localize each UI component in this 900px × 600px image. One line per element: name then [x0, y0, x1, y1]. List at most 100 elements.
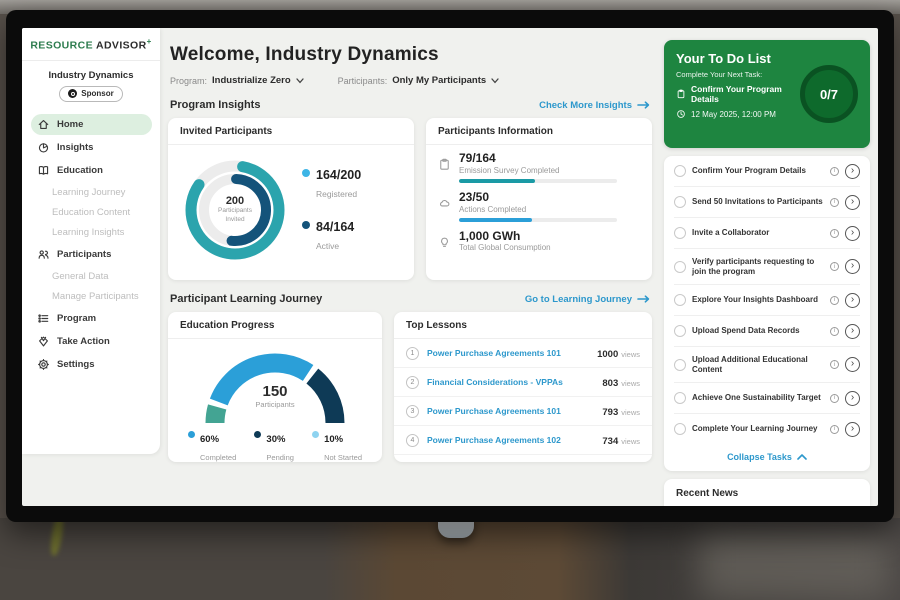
education-progress-card: Education Progress 150 Participants 60% …	[168, 312, 382, 462]
recent-news-title: Recent News	[664, 479, 870, 506]
sponsor-badge[interactable]: Sponsor	[59, 85, 123, 102]
task-chevron-button[interactable]: ›	[845, 421, 860, 437]
go-to-learning-journey-link[interactable]: Go to Learning Journey	[525, 294, 650, 305]
sidebar-item-program[interactable]: Program	[31, 308, 152, 329]
task-checkbox[interactable]	[674, 423, 686, 435]
pending-dot-icon	[254, 431, 262, 438]
collapse-tasks-link[interactable]: Collapse Tasks	[674, 444, 860, 471]
actions-completed-row: 23/50 Actions Completed	[438, 190, 640, 222]
recent-news-card: Recent News	[664, 479, 870, 506]
info-icon[interactable]: i	[830, 166, 839, 176]
info-card-title: Participants Information	[426, 118, 652, 145]
task-row-4: Verify participants requesting to join t…	[674, 249, 860, 285]
sidebar-item-participants[interactable]: Participants	[31, 244, 152, 265]
task-row-5: Explore Your Insights Dashboard i ›	[674, 285, 860, 316]
gauge-center-label: 150 Participants	[255, 383, 295, 409]
task-checkbox[interactable]	[674, 165, 686, 177]
chevron-up-icon	[797, 454, 807, 460]
task-row-9: Complete Your Learning Journey i ›	[674, 414, 860, 444]
dashboard-screen: RESOURCE ADVISOR+ Industry Dynamics Spon…	[22, 28, 878, 506]
task-checkbox[interactable]	[674, 227, 686, 239]
participants-dropdown[interactable]: Only My Participants	[392, 75, 499, 86]
info-icon[interactable]: i	[830, 326, 839, 336]
brand-secondary: ADVISOR	[95, 39, 147, 52]
insights-cards-row: Invited Participants 200 Participants In…	[168, 118, 652, 280]
survey-icon	[440, 158, 449, 170]
settings-icon	[38, 358, 49, 370]
info-icon[interactable]: i	[830, 228, 839, 238]
legend-pending: 30% Pending	[254, 429, 294, 462]
lesson-row-4: 4 Power Purchase Agreements 102 734 views	[394, 426, 652, 455]
task-chevron-button[interactable]: ›	[845, 292, 860, 308]
invited-card-title: Invited Participants	[168, 118, 414, 145]
task-checkbox[interactable]	[674, 358, 686, 371]
sidebar-item-take-action[interactable]: Take Action	[31, 331, 152, 352]
todo-next-task: Confirm Your Program Details	[676, 84, 794, 104]
todo-tasks-list: Confirm Your Program Details i › Send 50…	[664, 156, 870, 471]
info-icon[interactable]: i	[830, 197, 839, 207]
task-chevron-button[interactable]: ›	[845, 259, 860, 274]
task-checkbox[interactable]	[674, 260, 686, 273]
task-chevron-button[interactable]: ›	[845, 225, 860, 241]
lesson-link[interactable]: Financial Considerations - VPPAs	[427, 377, 563, 387]
lesson-link[interactable]: Power Purchase Agreements 102	[427, 435, 561, 445]
info-icon[interactable]: i	[830, 424, 839, 434]
sidebar-item-home[interactable]: Home	[31, 113, 152, 135]
chevron-down-icon	[491, 77, 499, 83]
learning-journey-title: Participant Learning Journey	[170, 293, 323, 305]
task-checkbox[interactable]	[674, 392, 686, 404]
task-chevron-button[interactable]: ›	[845, 390, 860, 406]
insights-icon	[38, 142, 49, 153]
lesson-row-5: 5 Power Purchase Agreements 103 600views	[394, 455, 652, 462]
education-gauge-chart: 150 Participants 60% Completed 30	[168, 339, 382, 462]
right-column: Your To Do List Complete Your Next Task:…	[664, 28, 878, 506]
completed-dot-icon	[188, 431, 195, 438]
info-icon[interactable]: i	[830, 262, 839, 271]
monitor-bezel: RESOURCE ADVISOR+ Industry Dynamics Spon…	[6, 10, 894, 522]
sidebar-nav: Home Insights Education Learning Journey…	[22, 110, 160, 375]
task-chevron-button[interactable]: ›	[845, 163, 860, 179]
main-content: Welcome, Industry Dynamics Program: Indu…	[160, 28, 664, 506]
sidebar-item-learning-journey[interactable]: Learning Journey	[52, 186, 126, 198]
rank-badge: 1	[406, 346, 419, 360]
education-card-title: Education Progress	[168, 312, 382, 339]
not-started-dot-icon	[312, 431, 320, 438]
invited-participants-card: Invited Participants 200 Participants In…	[168, 118, 414, 280]
home-icon	[38, 119, 49, 129]
sidebar-item-settings[interactable]: Settings	[31, 354, 152, 375]
task-checkbox[interactable]	[674, 325, 686, 337]
chevron-down-icon	[296, 77, 304, 83]
bulb-icon	[441, 237, 448, 247]
todo-card: Your To Do List Complete Your Next Task:…	[664, 40, 870, 148]
todo-subtitle: Complete Your Next Task:	[676, 70, 763, 79]
emission-progress-bar	[459, 178, 617, 183]
task-row-3: Invite a Collaborator i ›	[674, 218, 860, 249]
sidebar-item-education-content[interactable]: Education Content	[52, 206, 131, 218]
legend-registered: 164/200 Registered	[302, 166, 361, 202]
info-icon[interactable]: i	[830, 360, 839, 369]
check-more-insights-link[interactable]: Check More Insights	[539, 100, 650, 111]
program-filter-label: Program:	[170, 75, 208, 86]
legend-not-started: 10% Not Started	[312, 429, 362, 462]
task-chevron-button[interactable]: ›	[845, 323, 860, 339]
program-insights-title: Program Insights	[170, 99, 261, 111]
sidebar-item-learning-insights[interactable]: Learning Insights	[52, 226, 125, 238]
program-dropdown[interactable]: Industrialize Zero	[212, 75, 304, 86]
clock-icon	[677, 110, 685, 118]
lesson-link[interactable]: Power Purchase Agreements 101	[427, 406, 561, 416]
task-chevron-button[interactable]: ›	[845, 357, 860, 372]
sidebar-item-general-data[interactable]: General Data	[52, 270, 109, 282]
sidebar-item-insights[interactable]: Insights	[31, 137, 152, 158]
task-chevron-button[interactable]: ›	[845, 194, 860, 210]
sidebar-item-education[interactable]: Education	[31, 160, 152, 181]
sidebar-item-manage-participants[interactable]: Manage Participants	[52, 290, 139, 302]
task-checkbox[interactable]	[674, 294, 686, 306]
task-checkbox[interactable]	[674, 196, 686, 208]
filters-row: Program: Industrialize Zero Participants…	[170, 75, 652, 86]
info-icon[interactable]: i	[830, 393, 839, 403]
actions-progress-bar	[459, 217, 617, 222]
info-icon[interactable]: i	[830, 295, 839, 305]
task-row-8: Achieve One Sustainability Target i ›	[674, 383, 860, 414]
lesson-link[interactable]: Power Purchase Agreements 101	[427, 348, 561, 358]
sponsor-badge-label: Sponsor	[81, 89, 114, 98]
